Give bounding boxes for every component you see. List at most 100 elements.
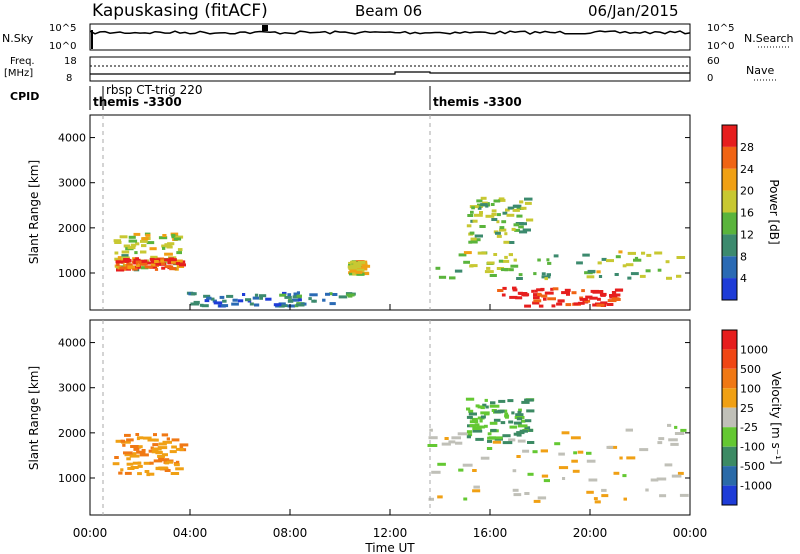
velocity-cell: [448, 440, 456, 444]
velocity-cell: [586, 459, 596, 463]
velocity-cell: [521, 419, 526, 423]
velocity-cell: [133, 447, 140, 451]
velocity-cell: [558, 452, 565, 456]
velocity-cell: [124, 453, 135, 457]
power-cell: [226, 294, 234, 298]
velocity-cell: [517, 424, 528, 428]
velocity-cell: [151, 450, 159, 454]
velocity-cell: [143, 461, 151, 465]
power-cell: [468, 240, 473, 244]
power-cell: [596, 303, 605, 307]
velocity-cell: [532, 450, 538, 454]
velocity-cell: [484, 424, 488, 428]
power-cell: [469, 231, 475, 235]
velocity-cell: [507, 399, 514, 403]
y-tick-label: 1000: [58, 267, 86, 280]
power-cell: [533, 296, 540, 300]
nave-label: Nave: [746, 64, 774, 77]
power-colorbar: 28 24 20 16 12 8 4: [721, 124, 754, 301]
velocity-cell: [466, 435, 471, 439]
velocity-cell: [126, 438, 134, 442]
power-cell: [576, 261, 583, 265]
power-colorbar-swatch: [722, 278, 737, 300]
power-cell: [169, 265, 173, 269]
power-cell: [149, 257, 155, 261]
power-cell: [533, 272, 537, 276]
power-cell: [221, 304, 229, 308]
velocity-cell: [428, 436, 438, 440]
power-cell: [499, 228, 507, 232]
velocity-cell: [475, 437, 484, 441]
power-cell: [512, 286, 517, 290]
velocity-cell: [668, 438, 678, 442]
velocity-cell: [509, 425, 518, 429]
power-cell: [254, 303, 260, 307]
power-cell: [135, 242, 140, 246]
velocity-cell: [157, 446, 168, 450]
nave-tick-bottom: 0: [707, 73, 713, 84]
velocity-cell: [601, 488, 607, 492]
power-cell: [534, 289, 538, 293]
power-cell: [622, 264, 627, 268]
velocity-cell: [175, 460, 180, 464]
power-cell: [278, 302, 286, 306]
power-cell: [313, 299, 317, 303]
power-cell: [212, 299, 217, 303]
power-cell: [114, 257, 119, 261]
power-cell: [308, 297, 312, 301]
x-axis: 00:00 04:00 08:00 12:00 16:00 20:00 00:00: [73, 304, 707, 540]
power-cell: [213, 301, 223, 305]
velocity-colorbar-title: Velocity [m s⁻¹]: [769, 371, 783, 464]
power-cell: [161, 244, 169, 248]
power-cell: [139, 259, 147, 263]
velocity-yaxis: 1000 2000 3000 4000: [58, 337, 690, 485]
power-colorbar-swatch: [722, 168, 737, 191]
velocity-cell: [179, 443, 189, 447]
velocity-cell: [155, 450, 163, 454]
velocity-colorbar: 1000 500 100 25 -25 -100 -500 -1000: [721, 329, 772, 506]
power-cell: [552, 287, 559, 291]
velocity-cell: [150, 446, 154, 450]
power-cell: [609, 295, 618, 299]
power-cell: [513, 258, 517, 262]
velocity-cell: [473, 485, 480, 489]
power-cell: [515, 296, 523, 300]
power-cell: [356, 268, 365, 272]
power-cell: [128, 263, 133, 267]
power-cell: [511, 227, 516, 231]
power-cell: [132, 265, 141, 269]
velocity-cell: [494, 436, 503, 440]
power-cell: [338, 295, 348, 299]
power-cell: [135, 264, 140, 267]
power-cell: [533, 299, 542, 303]
velocity-cell: [515, 413, 524, 417]
x-tick-label: 00:00: [73, 526, 108, 540]
power-colorbar-swatch: [722, 146, 737, 169]
power-cell: [557, 299, 565, 303]
y-tick-label: 4000: [58, 337, 86, 350]
velocity-cell: [146, 473, 151, 477]
power-cell: [203, 294, 211, 298]
power-cell: [350, 269, 358, 273]
power-cell: [119, 235, 128, 239]
velocity-cell: [521, 400, 530, 404]
velocity-cell: [664, 463, 673, 467]
power-cell: [162, 234, 167, 237]
x-tick-label: 08:00: [273, 526, 308, 540]
power-cell: [478, 234, 483, 238]
velocity-cell: [586, 451, 592, 455]
velocity-cell: [588, 478, 598, 482]
power-cell: [471, 206, 475, 210]
power-cell: [564, 288, 571, 292]
velocity-cell: [138, 445, 143, 449]
power-cell: [509, 268, 514, 272]
power-colorbar-frame: [721, 124, 738, 301]
power-cell: [132, 257, 136, 261]
power-cell: [506, 213, 515, 217]
power-cell: [627, 251, 636, 255]
velocity-cell: [147, 438, 157, 442]
velocity-cell: [490, 401, 496, 405]
y-tick-label: 4000: [58, 132, 86, 145]
power-cell: [279, 293, 287, 297]
power-cell: [124, 267, 131, 271]
